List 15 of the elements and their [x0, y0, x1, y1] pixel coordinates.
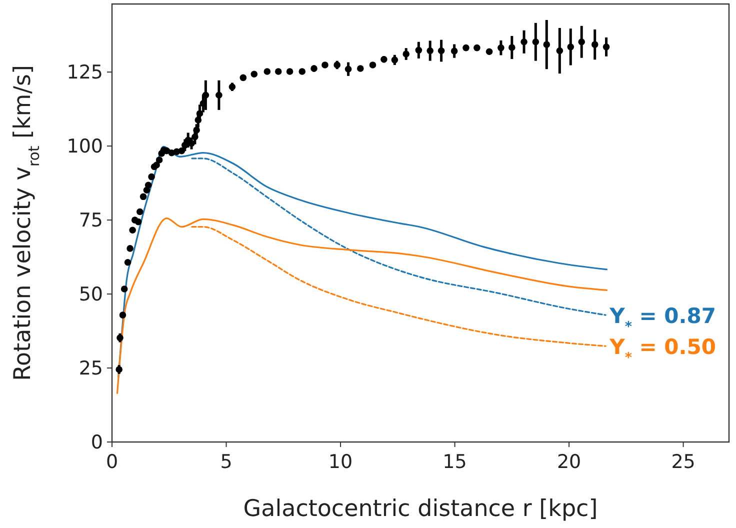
x-axis-title: Galactocentric distance r [kpc]	[243, 496, 598, 522]
y-tick-label: 100	[66, 136, 103, 158]
x-tick-label: 10	[328, 451, 353, 473]
x-tick-label: 20	[556, 451, 582, 473]
y-tick-label: 0	[90, 432, 103, 454]
x-tick-label: 0	[106, 451, 118, 473]
x-tick-label: 5	[220, 451, 232, 473]
x-tick-label: 15	[442, 451, 467, 473]
series-label: Υ$_{*}$ = 0.50	[608, 335, 716, 366]
y-tick-label: 125	[66, 62, 103, 84]
y-tick-label: 25	[78, 358, 103, 380]
y-tick-label: 50	[78, 284, 103, 306]
y-tick-label: 75	[78, 210, 103, 232]
x-tick-label: 25	[671, 451, 696, 473]
series-label: Υ$_{*}$ = 0.87	[608, 304, 716, 336]
